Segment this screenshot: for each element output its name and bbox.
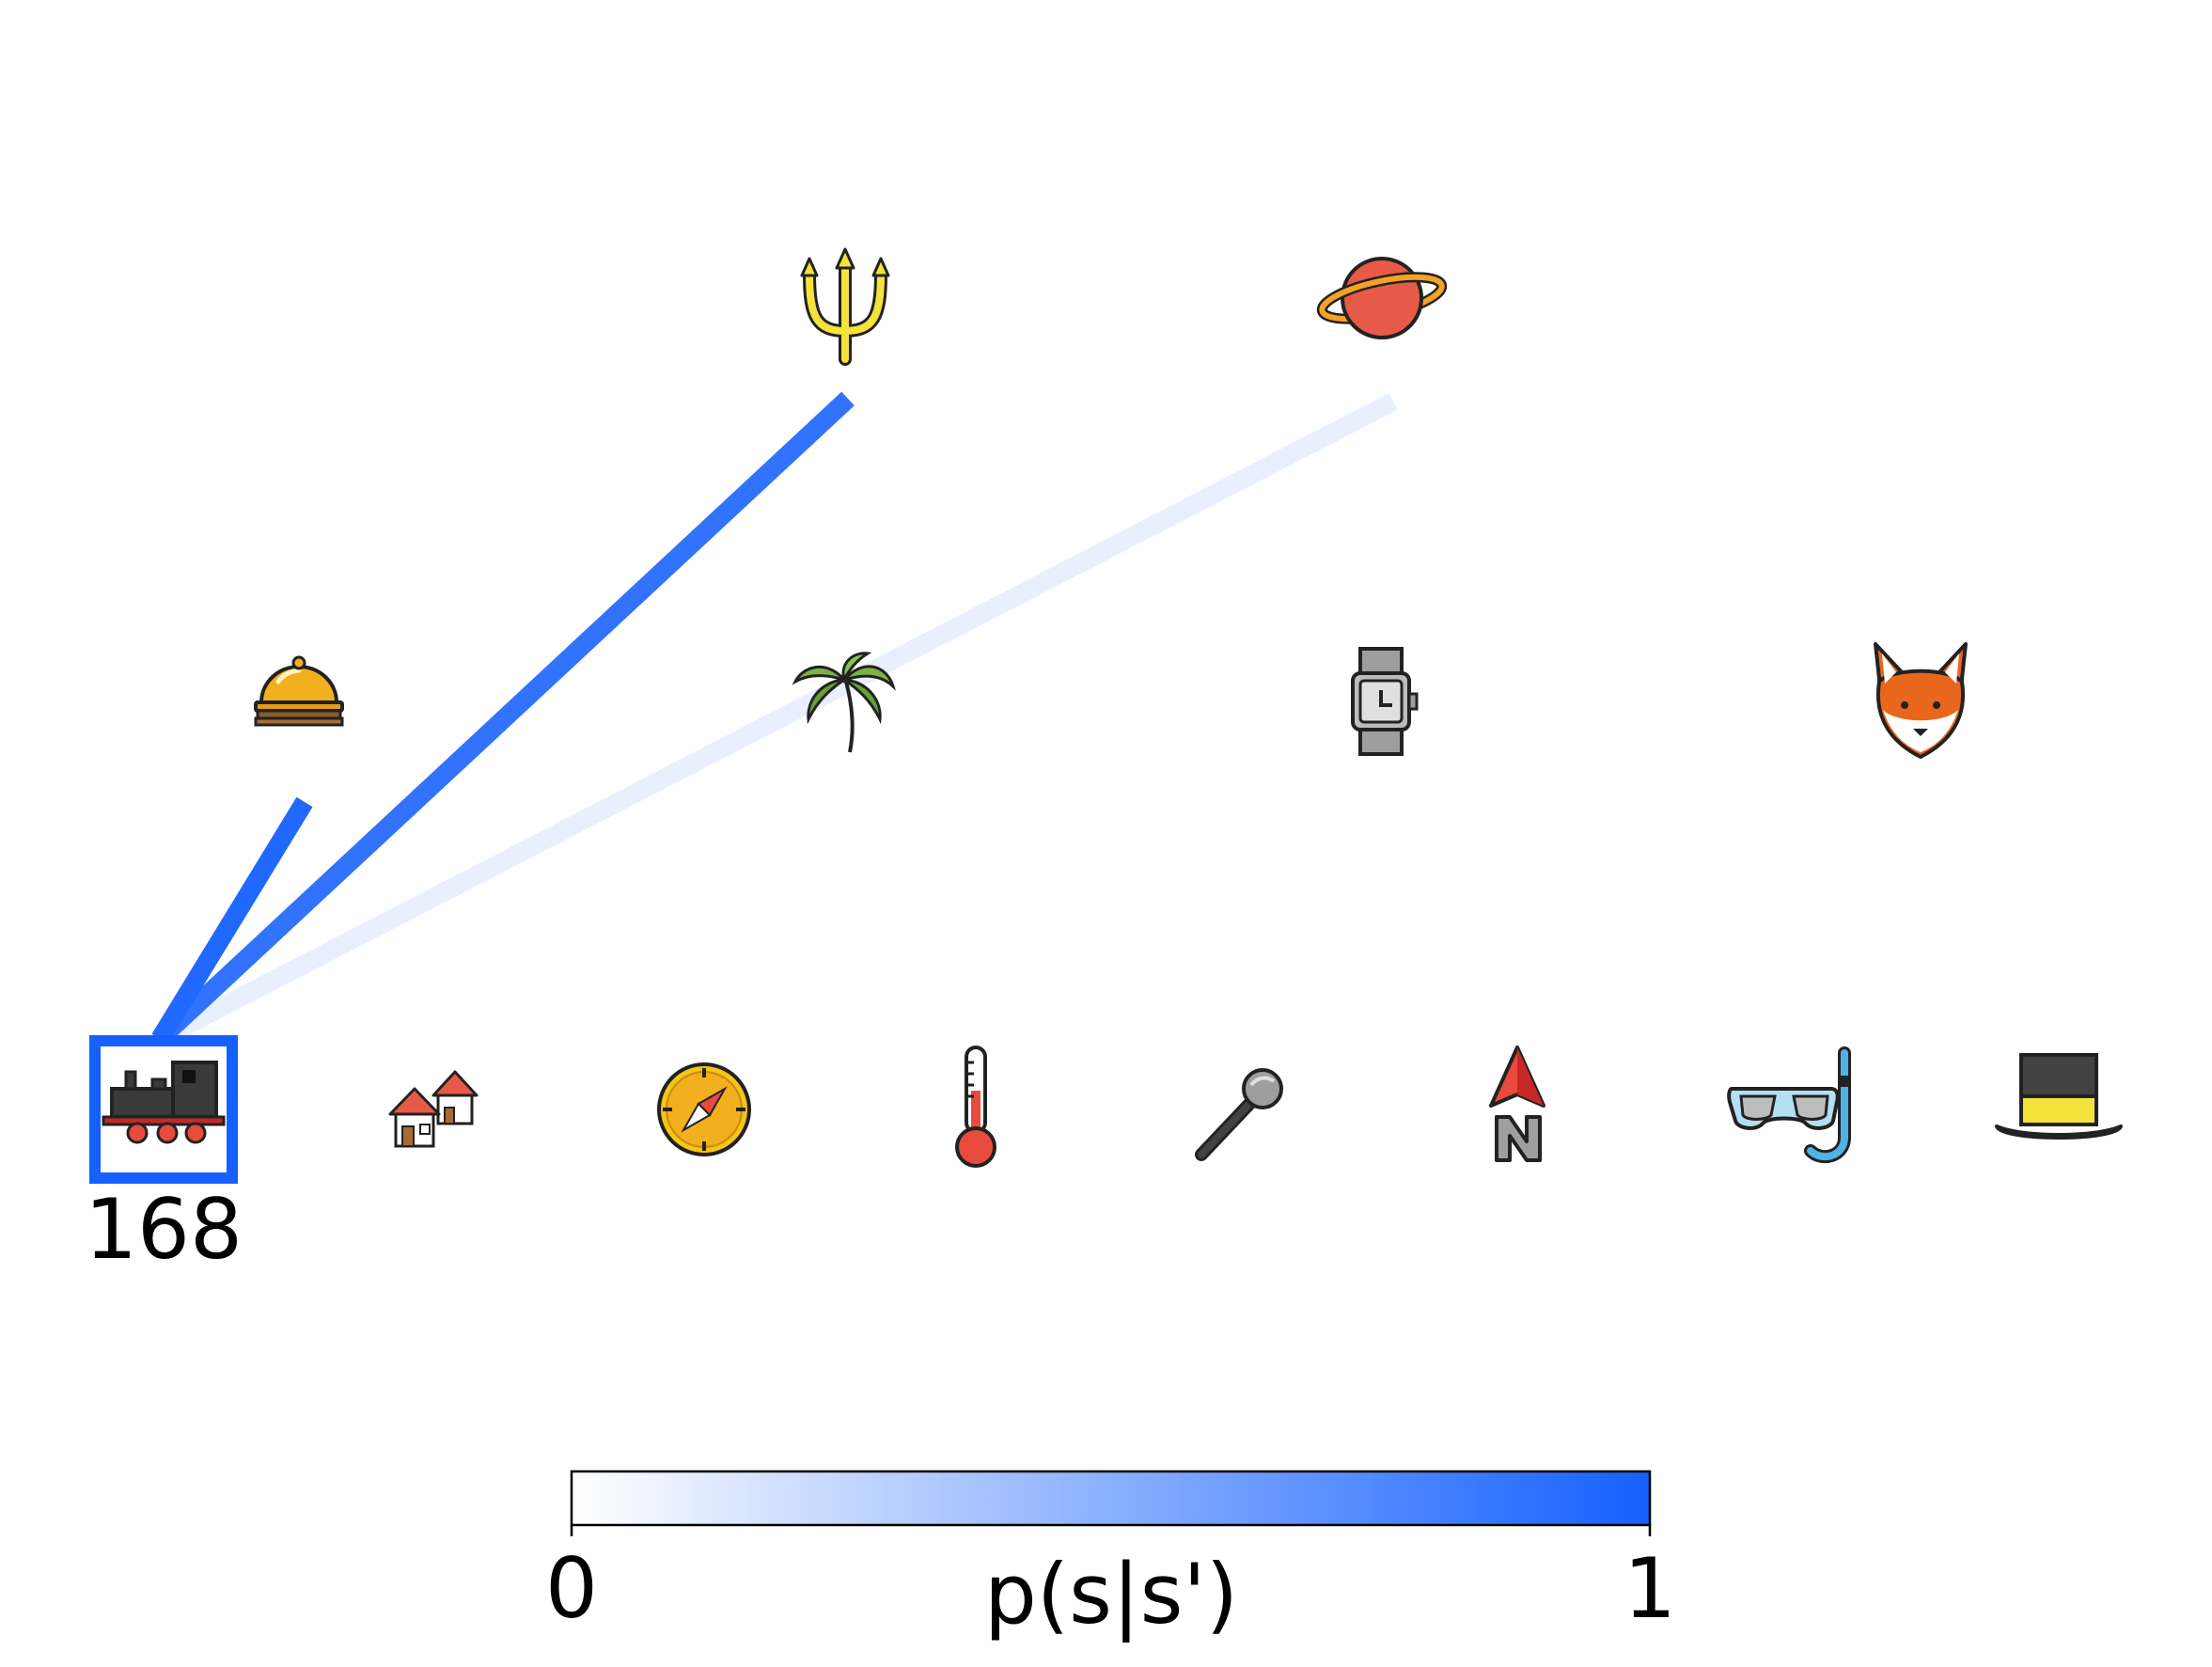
watch-icon bbox=[1351, 647, 1419, 756]
microphone-icon bbox=[1195, 1068, 1283, 1161]
service-bell-icon bbox=[254, 655, 344, 727]
colorbar-gradient bbox=[570, 1470, 1652, 1527]
edge-locomotive-to-service-bell bbox=[151, 796, 313, 1045]
transition-edges bbox=[151, 391, 1398, 1047]
colorbar-max-label: 1 bbox=[1624, 1540, 1676, 1637]
locomotive-icon bbox=[102, 1061, 226, 1144]
selected-state-highlight[interactable] bbox=[89, 1035, 238, 1184]
thermometer-icon bbox=[955, 1046, 996, 1168]
colorbar-min-label: 0 bbox=[545, 1540, 598, 1637]
planet-icon bbox=[1316, 257, 1448, 339]
north-arrow-icon bbox=[1489, 1046, 1545, 1162]
houses-icon bbox=[388, 1070, 478, 1148]
snorkel-mask-icon bbox=[1727, 1046, 1851, 1164]
compass-icon bbox=[657, 1062, 751, 1156]
edge-locomotive-to-trident bbox=[153, 391, 855, 1046]
edge-locomotive-to-planet bbox=[155, 393, 1398, 1047]
fox-icon bbox=[1874, 642, 1968, 760]
selected-state-label: 168 bbox=[85, 1181, 243, 1278]
palm-tree-icon bbox=[792, 652, 897, 753]
top-hat-icon bbox=[1995, 1053, 2123, 1140]
colorbar-title: p(s|s') bbox=[984, 1546, 1238, 1643]
trident-icon bbox=[800, 247, 890, 366]
colorbar: 0 1 p(s|s') bbox=[545, 1470, 1676, 1643]
